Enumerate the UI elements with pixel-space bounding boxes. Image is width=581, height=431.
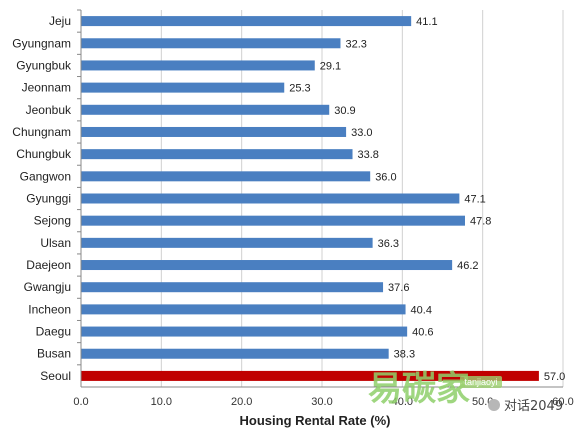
category-label-daejeon: Daejeon [26, 258, 71, 272]
category-label-gyunggi: Gyunggi [26, 192, 71, 206]
value-label-gyungnam: 32.3 [345, 38, 366, 50]
value-label-ulsan: 36.3 [378, 238, 399, 250]
watermark-right-text: 对话2049 [504, 399, 563, 414]
bar-gyunggi [81, 193, 460, 204]
x-tick-label: 40.0 [392, 396, 413, 408]
value-label-gyunggi: 47.1 [464, 194, 485, 206]
value-label-chungbuk: 33.8 [358, 149, 379, 161]
bar-busan [81, 348, 389, 359]
bar-gyungbuk [81, 60, 315, 71]
x-tick-label: 30.0 [311, 396, 332, 408]
watermark-sub-text: tanjiaoyi [464, 377, 497, 387]
bar-ulsan [81, 237, 373, 248]
category-label-busan: Busan [37, 347, 71, 361]
category-label-gyungnam: Gyungnam [12, 36, 71, 50]
value-label-gwangju: 37.6 [388, 282, 409, 294]
category-label-daegu: Daegu [36, 325, 71, 339]
value-label-incheon: 40.4 [411, 304, 432, 316]
category-label-incheon: Incheon [28, 302, 71, 316]
x-tick-label: 0.0 [73, 396, 88, 408]
value-label-seoul: 57.0 [544, 371, 565, 383]
bars [81, 16, 539, 381]
value-label-chungnam: 33.0 [351, 127, 372, 139]
bar-gyungnam [81, 38, 341, 49]
bar-seoul [81, 370, 539, 381]
bar-jeonnam [81, 82, 285, 93]
category-label-chungnam: Chungnam [12, 125, 71, 139]
bar-jeonbuk [81, 104, 330, 115]
value-label-busan: 38.3 [394, 349, 415, 361]
watermark: 易碳家 tanjiaoyi 对话2049 [368, 369, 563, 414]
bar-jeju [81, 16, 412, 27]
category-label-chungbuk: Chungbuk [16, 147, 72, 161]
value-label-daejeon: 46.2 [457, 260, 478, 272]
bar-gangwon [81, 171, 371, 182]
value-label-gyungbuk: 29.1 [320, 60, 341, 72]
bar-daegu [81, 326, 408, 337]
wechat-icon [488, 399, 500, 411]
bar-chungbuk [81, 149, 353, 160]
value-label-sejong: 47.8 [470, 216, 491, 228]
bar-daejeon [81, 260, 453, 271]
category-label-gyungbuk: Gyungbuk [16, 58, 72, 72]
x-tick-label: 20.0 [231, 396, 252, 408]
value-label-jeju: 41.1 [416, 16, 437, 28]
bar-chungnam [81, 126, 347, 137]
category-label-jeju: Jeju [49, 14, 71, 28]
category-label-sejong: Sejong [34, 214, 71, 228]
x-axis-title: Housing Rental Rate (%) [240, 413, 391, 428]
value-label-gangwon: 36.0 [375, 171, 396, 183]
x-tick-label: 60.0 [552, 396, 573, 408]
category-label-seoul: Seoul [40, 369, 71, 383]
category-label-gangwon: Gangwon [20, 169, 71, 183]
category-label-jeonnam: Jeonnam [22, 81, 71, 95]
bar-gwangju [81, 282, 384, 293]
watermark-main-text: 易碳家 [368, 369, 470, 409]
category-label-ulsan: Ulsan [40, 236, 71, 250]
watermark-badge [460, 376, 502, 388]
value-label-jeonnam: 25.3 [289, 83, 310, 95]
category-label-jeonbuk: Jeonbuk [26, 103, 72, 117]
bar-incheon [81, 304, 406, 315]
bar-sejong [81, 215, 465, 226]
value-label-jeonbuk: 30.9 [334, 105, 355, 117]
x-tick-label: 10.0 [151, 396, 172, 408]
value-label-daegu: 40.6 [412, 327, 433, 339]
category-label-gwangju: Gwangju [24, 280, 71, 294]
